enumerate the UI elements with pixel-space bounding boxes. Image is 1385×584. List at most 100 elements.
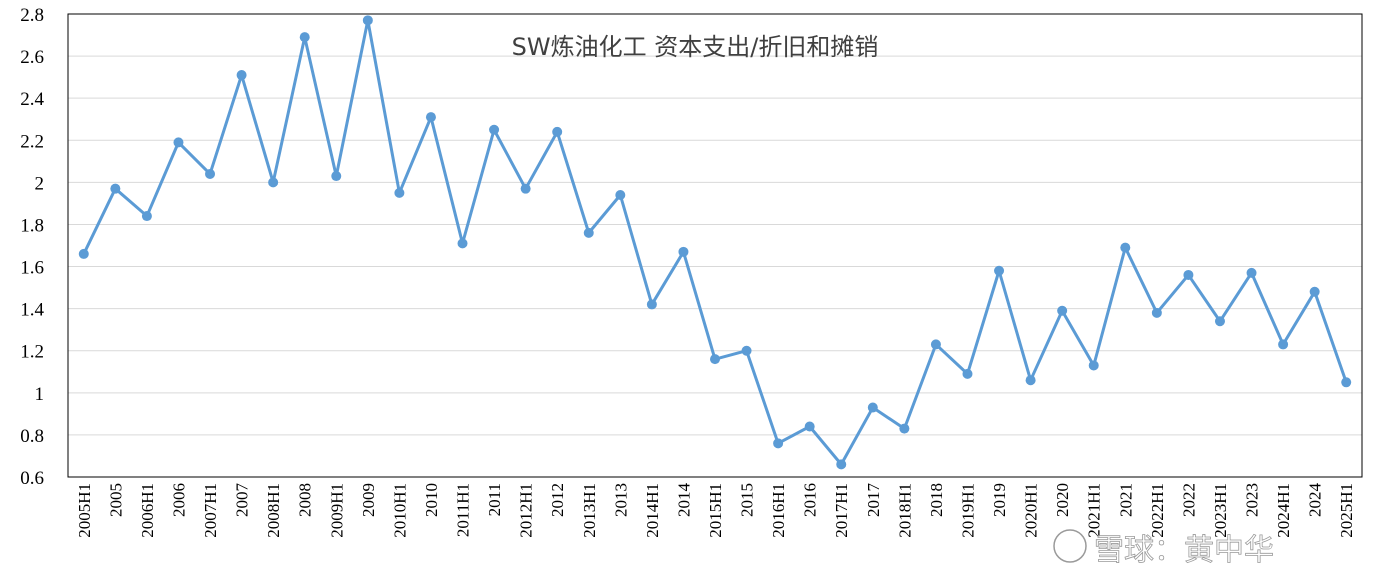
data-point bbox=[1309, 286, 1320, 297]
x-tick-label: 2020H1 bbox=[1022, 483, 1041, 538]
x-tick-label: 2005 bbox=[106, 483, 125, 517]
x-tick-label: 2022H1 bbox=[1148, 483, 1167, 538]
watermark-text: 雪球：黄中华 bbox=[1094, 533, 1274, 568]
y-tick-label: 2.6 bbox=[20, 47, 44, 68]
x-tick-label: 2025H1 bbox=[1337, 483, 1356, 538]
data-point bbox=[615, 189, 626, 200]
data-point bbox=[520, 183, 531, 194]
series-line bbox=[82, 18, 1348, 466]
data-point bbox=[331, 171, 342, 182]
data-point bbox=[552, 126, 563, 137]
y-tick-label: 1.2 bbox=[20, 342, 44, 363]
x-tick-label: 2010H1 bbox=[390, 483, 409, 538]
data-point bbox=[362, 15, 373, 26]
data-point bbox=[710, 354, 720, 365]
x-tick-label: 2014 bbox=[674, 483, 693, 518]
watermark: 雪球：黄中华 bbox=[1053, 529, 1274, 568]
y-tick-label: 1.4 bbox=[20, 300, 44, 321]
x-tick-label: 2010 bbox=[422, 483, 441, 517]
x-tick-label: 2009 bbox=[359, 483, 378, 517]
x-tick-label: 2021H1 bbox=[1085, 483, 1104, 538]
x-tick-label: 2009H1 bbox=[327, 483, 346, 538]
x-tick-label: 2012H1 bbox=[517, 483, 536, 538]
data-point bbox=[962, 368, 973, 379]
data-point bbox=[1057, 305, 1068, 316]
y-tick-label: 0.8 bbox=[20, 426, 44, 447]
x-tick-label: 2013H1 bbox=[580, 483, 599, 538]
data-point bbox=[141, 211, 152, 222]
data-point bbox=[1246, 267, 1257, 278]
x-tick-label: 2011H1 bbox=[454, 483, 473, 537]
x-tick-label: 2018H1 bbox=[895, 483, 914, 538]
x-tick-label: 2024H1 bbox=[1274, 483, 1293, 538]
watermark-logo-icon bbox=[1053, 529, 1087, 563]
x-tick-label: 2024 bbox=[1306, 483, 1325, 518]
data-point bbox=[457, 238, 468, 249]
data-point bbox=[867, 402, 878, 413]
x-tick-label: 2007 bbox=[233, 483, 252, 518]
x-tick-label: 2018 bbox=[927, 483, 946, 517]
data-point bbox=[994, 265, 1005, 276]
x-tick-label: 2023 bbox=[1243, 483, 1262, 517]
x-tick-label: 2021 bbox=[1116, 483, 1135, 517]
x-tick-label: 2015 bbox=[738, 483, 757, 517]
x-tick-label: 2008 bbox=[296, 483, 315, 517]
x-tick-label: 2019H1 bbox=[958, 483, 977, 538]
data-point bbox=[173, 137, 184, 148]
data-point bbox=[1025, 375, 1036, 386]
data-point bbox=[836, 459, 847, 470]
data-point bbox=[773, 438, 784, 449]
x-tick-label: 2013 bbox=[611, 483, 630, 517]
data-point bbox=[268, 177, 279, 188]
x-tick-label: 2015H1 bbox=[706, 483, 725, 538]
x-tick-label: 2007H1 bbox=[201, 483, 220, 538]
data-point bbox=[804, 421, 815, 432]
y-tick-label: 1.8 bbox=[20, 215, 44, 236]
data-point bbox=[299, 32, 310, 43]
data-point bbox=[1151, 307, 1162, 318]
x-tick-label: 2017H1 bbox=[832, 483, 851, 538]
data-point bbox=[741, 345, 752, 356]
x-tick-label: 2016 bbox=[801, 483, 820, 517]
x-tick-label: 2016H1 bbox=[769, 483, 788, 538]
y-tick-label: 2.2 bbox=[20, 131, 44, 152]
data-point bbox=[205, 168, 216, 179]
data-point bbox=[899, 423, 910, 434]
x-tick-label: 2023H1 bbox=[1211, 483, 1230, 538]
y-tick-label: 0.6 bbox=[20, 468, 44, 489]
y-tick-label: 1.6 bbox=[20, 258, 44, 279]
x-tick-label: 2006 bbox=[169, 483, 188, 517]
data-point bbox=[78, 248, 89, 259]
y-tick-label: 1 bbox=[35, 384, 45, 405]
data-point bbox=[236, 70, 247, 81]
data-point bbox=[646, 299, 657, 310]
x-axis-ticks: 2005H1 2005 2006H1 2006 2007H1 2007 2008H1 2008… bbox=[75, 483, 1356, 538]
data-point bbox=[678, 246, 689, 257]
x-tick-label: 2011 bbox=[485, 483, 504, 516]
data-point bbox=[110, 183, 121, 194]
y-tick-label: 2 bbox=[35, 173, 45, 194]
data-point bbox=[1183, 269, 1194, 280]
chart-title: SW炼油化工 资本支出/折旧和摊销 bbox=[512, 33, 879, 61]
data-point bbox=[394, 187, 405, 198]
y-tick-label: 2.8 bbox=[20, 5, 44, 26]
x-tick-label: 2020 bbox=[1053, 483, 1072, 517]
data-point bbox=[489, 124, 500, 135]
x-tick-label: 2006H1 bbox=[138, 483, 157, 538]
data-point bbox=[1088, 360, 1099, 371]
gridlines bbox=[68, 13, 1362, 478]
data-point bbox=[930, 339, 941, 350]
y-axis-ticks: 0.6 0.8 1 1.2 1.4 1.6 1.8 2 2.2 2.4 2.6 2.8 bbox=[20, 5, 44, 489]
data-point bbox=[583, 227, 594, 238]
plot-area-border bbox=[67, 13, 1363, 478]
data-point bbox=[425, 112, 436, 123]
x-tick-label: 2017 bbox=[864, 483, 883, 518]
x-tick-label: 2008H1 bbox=[264, 483, 283, 538]
y-tick-label: 2.4 bbox=[20, 89, 44, 110]
data-point bbox=[1120, 242, 1131, 253]
data-point bbox=[1214, 316, 1225, 327]
x-tick-label: 2005H1 bbox=[75, 483, 94, 538]
data-point bbox=[1278, 339, 1289, 350]
x-tick-label: 2012 bbox=[548, 483, 567, 517]
data-point bbox=[1341, 377, 1352, 388]
